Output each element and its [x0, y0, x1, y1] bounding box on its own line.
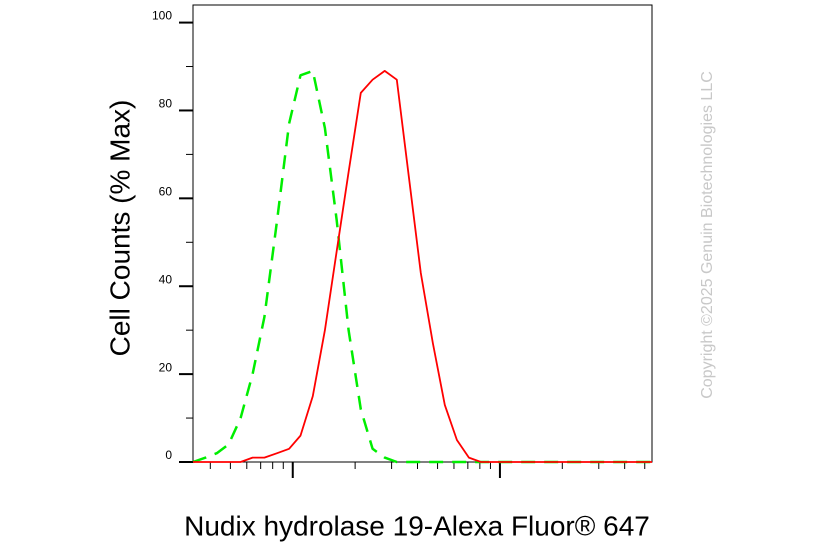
y-tick-label: 0	[165, 448, 172, 462]
y-tick-label: 40	[159, 272, 173, 286]
x-axis-label: Nudix hydrolase 19-Alexa Fluor® 647	[184, 510, 650, 541]
watermark: Copyright ©2025 Genuin Biotechnologies L…	[699, 71, 716, 399]
y-tick-label: 60	[159, 185, 173, 199]
y-tick-label: 80	[159, 97, 173, 111]
series-line	[192, 69, 652, 464]
plot-frame	[192, 4, 653, 463]
series-line	[193, 70, 652, 463]
y-tick-label: 100	[152, 9, 172, 23]
y-axis-label: Cell Counts (% Max)	[104, 100, 135, 357]
y-tick-label: 20	[159, 360, 173, 374]
